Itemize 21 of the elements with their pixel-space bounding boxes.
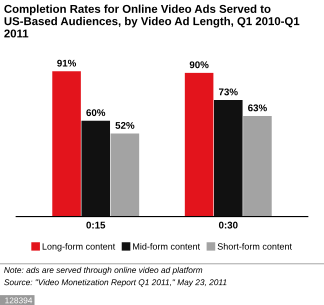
legend-label: Mid-form content: [133, 243, 200, 250]
bar: [184, 72, 214, 217]
legend-label: Long-form content: [42, 243, 116, 252]
data-label: 60%: [86, 109, 106, 116]
chart-title: Completion Rates for Online Video Ads Served to US-Based Audiences, by Video Ad Length, Q1 2010-Q1 2011: [4, 4, 300, 38]
x-tick-label: 0:30: [218, 222, 238, 229]
bar: [81, 120, 110, 217]
bar: [243, 116, 272, 217]
text: 128394: [5, 297, 32, 304]
data-label: 90%: [190, 61, 209, 68]
bar: [110, 134, 140, 217]
data-label: 73%: [218, 88, 238, 96]
data-label: 91%: [57, 60, 76, 67]
x-tick-label: 0:15: [86, 222, 106, 229]
legend-label: Short-form content: [218, 243, 292, 250]
data-label: 52%: [115, 122, 134, 129]
source-note: Source: "Video Monetization Report Q1 2011," May 23, 2011: [4, 279, 226, 287]
bar: [214, 100, 243, 217]
bar: [52, 71, 81, 217]
text: Note: ads are served through online video ad platform: [4, 266, 202, 275]
data-label: 63%: [248, 104, 267, 112]
